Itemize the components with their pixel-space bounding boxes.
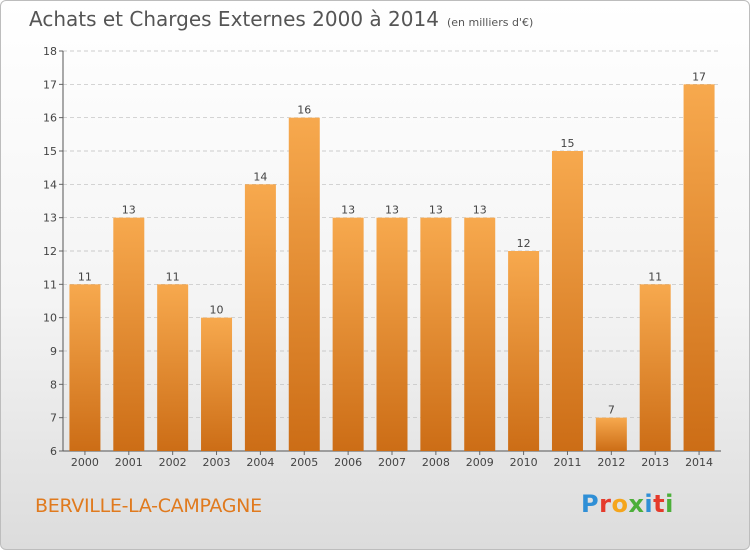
data-label-2010: 12 xyxy=(517,237,531,250)
x-tick-label: 2005 xyxy=(290,456,318,469)
y-tick-label: 11 xyxy=(43,278,57,291)
y-tick-label: 14 xyxy=(43,178,57,191)
bar-2006 xyxy=(332,217,364,451)
bar-2002 xyxy=(157,284,189,451)
x-tick-label: 2013 xyxy=(641,456,669,469)
logo-letter: r xyxy=(599,490,612,518)
data-label-2013: 11 xyxy=(648,270,662,283)
y-tick-label: 7 xyxy=(50,412,57,425)
bar-2005 xyxy=(288,117,320,452)
logo-letter: P xyxy=(581,490,600,518)
x-tick-label: 2010 xyxy=(510,456,538,469)
x-tick-label: 2001 xyxy=(115,456,143,469)
data-label-2005: 16 xyxy=(297,104,311,117)
data-label-2000: 11 xyxy=(78,270,92,283)
data-label-2011: 15 xyxy=(560,137,574,150)
data-label-2002: 11 xyxy=(166,270,180,283)
logo-letter: x xyxy=(628,490,645,518)
x-tick-label: 2014 xyxy=(685,456,713,469)
x-tick-label: 2009 xyxy=(466,456,494,469)
x-tick-label: 2002 xyxy=(159,456,187,469)
chart-title: Achats et Charges Externes 2000 à 2014 (e… xyxy=(29,7,534,31)
bar-2013 xyxy=(639,284,671,451)
logo-letter: i xyxy=(644,490,654,518)
x-tick-label: 2007 xyxy=(378,456,406,469)
y-tick-label: 8 xyxy=(50,378,57,391)
logo-letter: o xyxy=(611,490,629,518)
y-tick-label: 6 xyxy=(50,445,57,458)
data-label-2014: 17 xyxy=(692,70,706,83)
bar-2003 xyxy=(201,317,233,451)
bar-2001 xyxy=(113,217,145,451)
x-tick-label: 2011 xyxy=(553,456,581,469)
data-label-2004: 14 xyxy=(253,170,267,183)
bar-2000 xyxy=(69,284,101,451)
logo-letter: t xyxy=(653,490,666,518)
x-tick-label: 2004 xyxy=(246,456,274,469)
bar-2009 xyxy=(464,217,496,451)
proxiti-logo: Proxiti xyxy=(581,490,674,518)
logo-letter: i xyxy=(665,490,674,518)
y-tick-label: 9 xyxy=(50,345,57,358)
y-tick-label: 13 xyxy=(43,212,57,225)
y-tick-label: 10 xyxy=(43,312,57,325)
data-label-2008: 13 xyxy=(429,204,443,217)
bar-2004 xyxy=(244,184,276,452)
y-tick-label: 12 xyxy=(43,245,57,258)
bar-chart: 6 7 8 9 10 11 12 13 14 15 16 17 18 2000 2001 2002 2003 20… xyxy=(43,45,721,469)
commune-name: BERVILLE-LA-CAMPAGNE xyxy=(35,495,262,517)
x-tick-label: 2000 xyxy=(71,456,99,469)
bar-2007 xyxy=(376,217,408,451)
bar-2011 xyxy=(551,151,583,451)
x-tick-label: 2006 xyxy=(334,456,362,469)
y-tick-label: 17 xyxy=(43,78,57,91)
data-label-2007: 13 xyxy=(385,204,399,217)
axes: 6 7 8 9 10 11 12 13 14 15 16 17 18 2000 2001 2002 2003 20… xyxy=(43,45,721,469)
data-label-2001: 13 xyxy=(122,204,136,217)
data-label-2009: 13 xyxy=(473,204,487,217)
x-tick-label: 2003 xyxy=(203,456,231,469)
data-label-2006: 13 xyxy=(341,204,355,217)
bar-2008 xyxy=(420,217,452,451)
y-tick-label: 16 xyxy=(43,112,57,125)
x-tick-label: 2008 xyxy=(422,456,450,469)
data-label-2012: 7 xyxy=(608,404,615,417)
y-tick-label: 15 xyxy=(43,145,57,158)
bars: 11 13 11 10 14 16 13 13 13 13 12 15 7 11 17 xyxy=(69,70,715,452)
data-label-2003: 10 xyxy=(210,304,224,317)
chart-subtitle: (en milliers d'€) xyxy=(446,16,534,29)
bar-2014 xyxy=(683,84,715,451)
bar-2010 xyxy=(508,251,540,451)
y-tick-label: 18 xyxy=(43,45,57,58)
bar-2012 xyxy=(595,417,627,451)
x-tick-label: 2012 xyxy=(597,456,625,469)
